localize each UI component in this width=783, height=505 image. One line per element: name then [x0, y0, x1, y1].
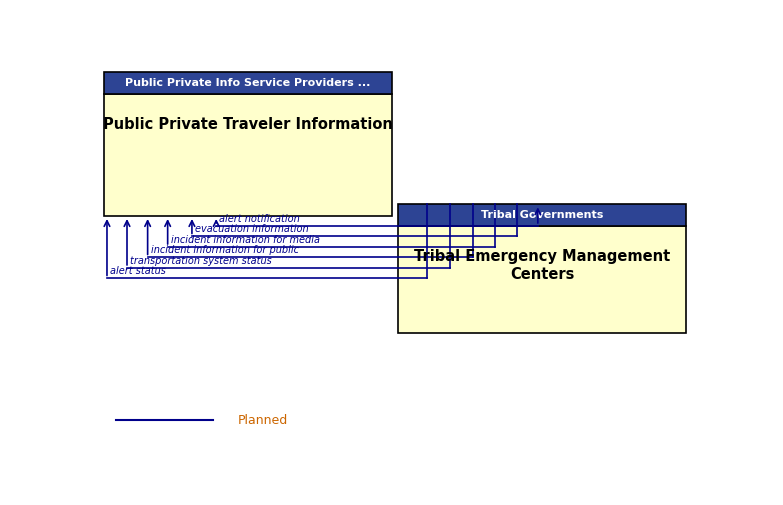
Bar: [399, 226, 687, 333]
Text: incident information for media: incident information for media: [171, 235, 319, 245]
Bar: [104, 93, 392, 216]
Text: evacuation information: evacuation information: [195, 224, 309, 234]
Text: transportation system status: transportation system status: [130, 256, 272, 266]
Text: alert notification: alert notification: [219, 214, 300, 224]
Text: alert status: alert status: [110, 267, 166, 276]
Text: Public Private Info Service Providers ...: Public Private Info Service Providers ..…: [125, 78, 371, 88]
Bar: [399, 205, 687, 226]
Text: Tribal Emergency Management
Centers: Tribal Emergency Management Centers: [414, 249, 670, 282]
Text: Tribal Governments: Tribal Governments: [482, 210, 604, 220]
Text: Public Private Traveler Information: Public Private Traveler Information: [103, 117, 393, 132]
Text: incident information for public: incident information for public: [150, 245, 298, 256]
Bar: [104, 72, 392, 93]
Text: Planned: Planned: [237, 414, 287, 427]
